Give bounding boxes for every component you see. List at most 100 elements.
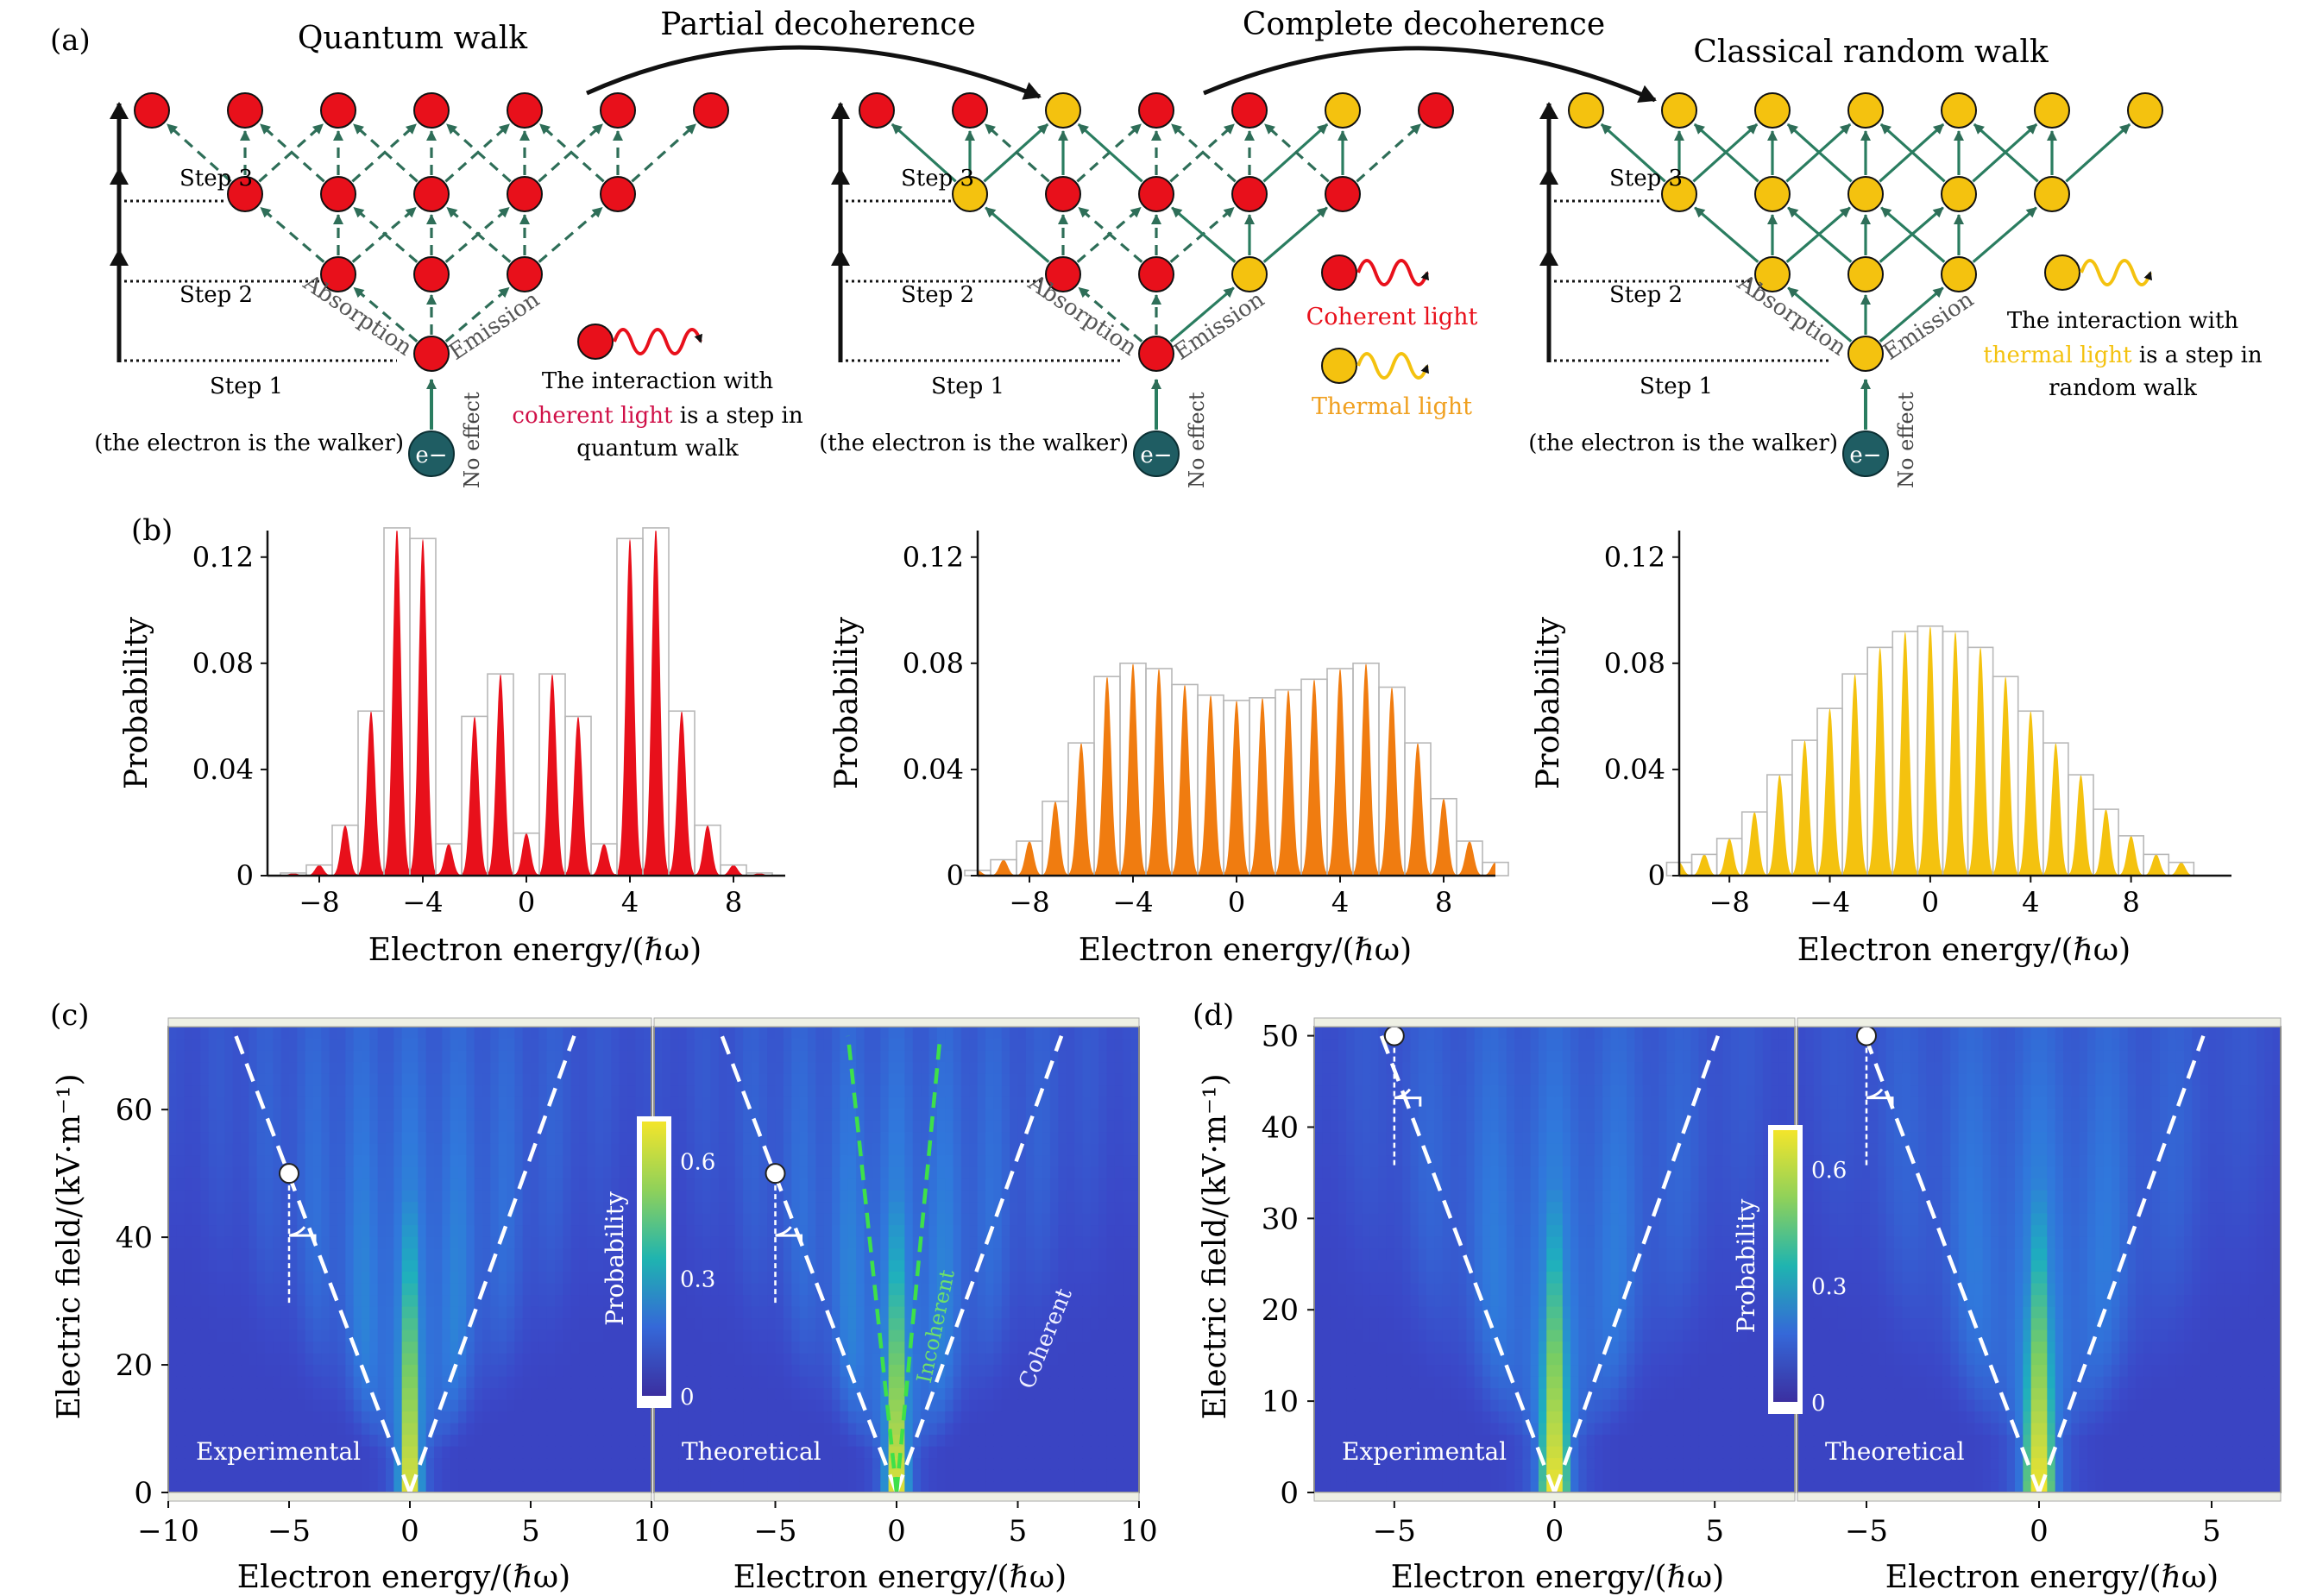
heatmap-cell [743, 1271, 752, 1284]
heatmap-cell [912, 1376, 922, 1389]
heatmap-cell [1066, 1178, 1075, 1191]
walk-node [1418, 92, 1454, 129]
heatmap-cell [897, 1411, 905, 1423]
heatmap-cell [921, 1457, 930, 1470]
heatmap-cell [217, 1469, 225, 1482]
heatmap-cell [823, 1469, 833, 1482]
heatmap-cell [531, 1027, 539, 1040]
heatmap-cell [595, 1178, 604, 1191]
heatmap-cell [498, 1306, 507, 1319]
heatmap-cell [694, 1294, 703, 1307]
heatmap-cell [953, 1131, 962, 1144]
heatmap-cell [1049, 1469, 1059, 1482]
heatmap-cell [751, 1213, 760, 1226]
heatmap-cell [840, 1306, 849, 1319]
heatmap-cell [289, 1353, 298, 1366]
heatmap-cell [401, 1434, 411, 1447]
heatmap-cell [466, 1469, 475, 1482]
heatmap-cell [353, 1084, 362, 1097]
heatmap-cell [627, 1317, 636, 1330]
heatmap-cell [232, 1306, 242, 1319]
heatmap-cell [807, 1469, 816, 1482]
heatmap-cell [953, 1061, 962, 1074]
heatmap-cell [945, 1143, 954, 1156]
heatmap-cell [401, 1073, 411, 1086]
heatmap-cell [985, 1306, 994, 1319]
heatmap-cell [184, 1480, 193, 1493]
heatmap-cell [217, 1178, 225, 1191]
heatmap-cell [386, 1096, 394, 1109]
heatmap-cell [912, 1399, 922, 1412]
heatmap-cell [579, 1306, 588, 1319]
heatmap-cell [1025, 1353, 1035, 1366]
x-tick-label: −5 [268, 1514, 311, 1549]
heatmap-cell [921, 1178, 930, 1191]
heatmap-cell [192, 1469, 201, 1482]
heatmap-cell [603, 1190, 612, 1203]
heatmap-cell [353, 1131, 362, 1144]
heatmap-cell [847, 1329, 857, 1342]
heatmap-cell [880, 1341, 890, 1354]
heatmap-cell [570, 1469, 580, 1482]
heatmap-cell [783, 1376, 792, 1389]
heatmap-cell [702, 1236, 712, 1249]
heatmap-cell [273, 1317, 282, 1330]
heatmap-cell [353, 1224, 362, 1237]
heatmap-cell [280, 1027, 290, 1040]
heatmap-cell [168, 1260, 177, 1272]
heatmap-cell [249, 1341, 258, 1354]
heatmap-cell [442, 1061, 451, 1074]
heatmap-cell [192, 1271, 201, 1284]
heatmap-cell [1049, 1283, 1059, 1296]
heatmap-cell [168, 1434, 177, 1447]
heatmap-cell [945, 1329, 954, 1342]
heatmap-cell [897, 1178, 905, 1191]
heatmap-cell [928, 1294, 938, 1307]
heatmap-cell [482, 1190, 491, 1203]
heatmap-cell [579, 1131, 588, 1144]
heatmap-cell [321, 1190, 330, 1203]
heatmap-cell [200, 1423, 210, 1436]
heatmap-cell [241, 1096, 249, 1109]
heatmap-cell [1090, 1166, 1099, 1179]
heatmap-cell [313, 1190, 322, 1203]
heatmap-cell [305, 1353, 314, 1366]
heatmap-cell [337, 1120, 346, 1133]
heatmap-cell [362, 1096, 370, 1109]
heatmap-cell [595, 1236, 604, 1249]
heatmap-cell [710, 1213, 720, 1226]
heatmap-cell [321, 1027, 330, 1040]
heatmap-cell [1025, 1131, 1035, 1144]
heatmap-cell [531, 1120, 539, 1133]
heatmap-cell [880, 1213, 890, 1226]
heatmap-cell [823, 1387, 833, 1400]
heatmap-cell [474, 1480, 483, 1493]
heatmap-cell [482, 1154, 491, 1167]
heatmap-cell [217, 1446, 225, 1459]
heatmap-cell [377, 1306, 387, 1319]
heatmap-cell [823, 1120, 833, 1133]
heatmap-cell [507, 1306, 515, 1319]
heatmap-cell [718, 1434, 727, 1447]
heatmap-cell [1082, 1399, 1092, 1412]
heatmap-cell [386, 1108, 394, 1121]
heatmap-cell [603, 1143, 612, 1156]
heatmap-cell [888, 1364, 897, 1377]
heatmap-cell [960, 1329, 970, 1342]
heatmap-cell [743, 1178, 752, 1191]
heatmap-cell [522, 1154, 532, 1167]
heatmap-cell [466, 1446, 475, 1459]
heatmap-cell [1130, 1469, 1140, 1482]
heatmap-cell [450, 1224, 459, 1237]
heatmap-cell [686, 1201, 696, 1214]
heatmap-cell [208, 1283, 217, 1296]
heatmap-cell [832, 1061, 841, 1074]
heatmap-cell [985, 1236, 994, 1249]
heatmap-cell [1090, 1073, 1099, 1086]
heatmap-cell [783, 1073, 792, 1086]
heatmap-cell [538, 1260, 548, 1272]
heatmap-cell [993, 1061, 1003, 1074]
heatmap-cell [807, 1411, 816, 1423]
heatmap-cell [224, 1166, 234, 1179]
heatmap-cell [192, 1050, 201, 1063]
